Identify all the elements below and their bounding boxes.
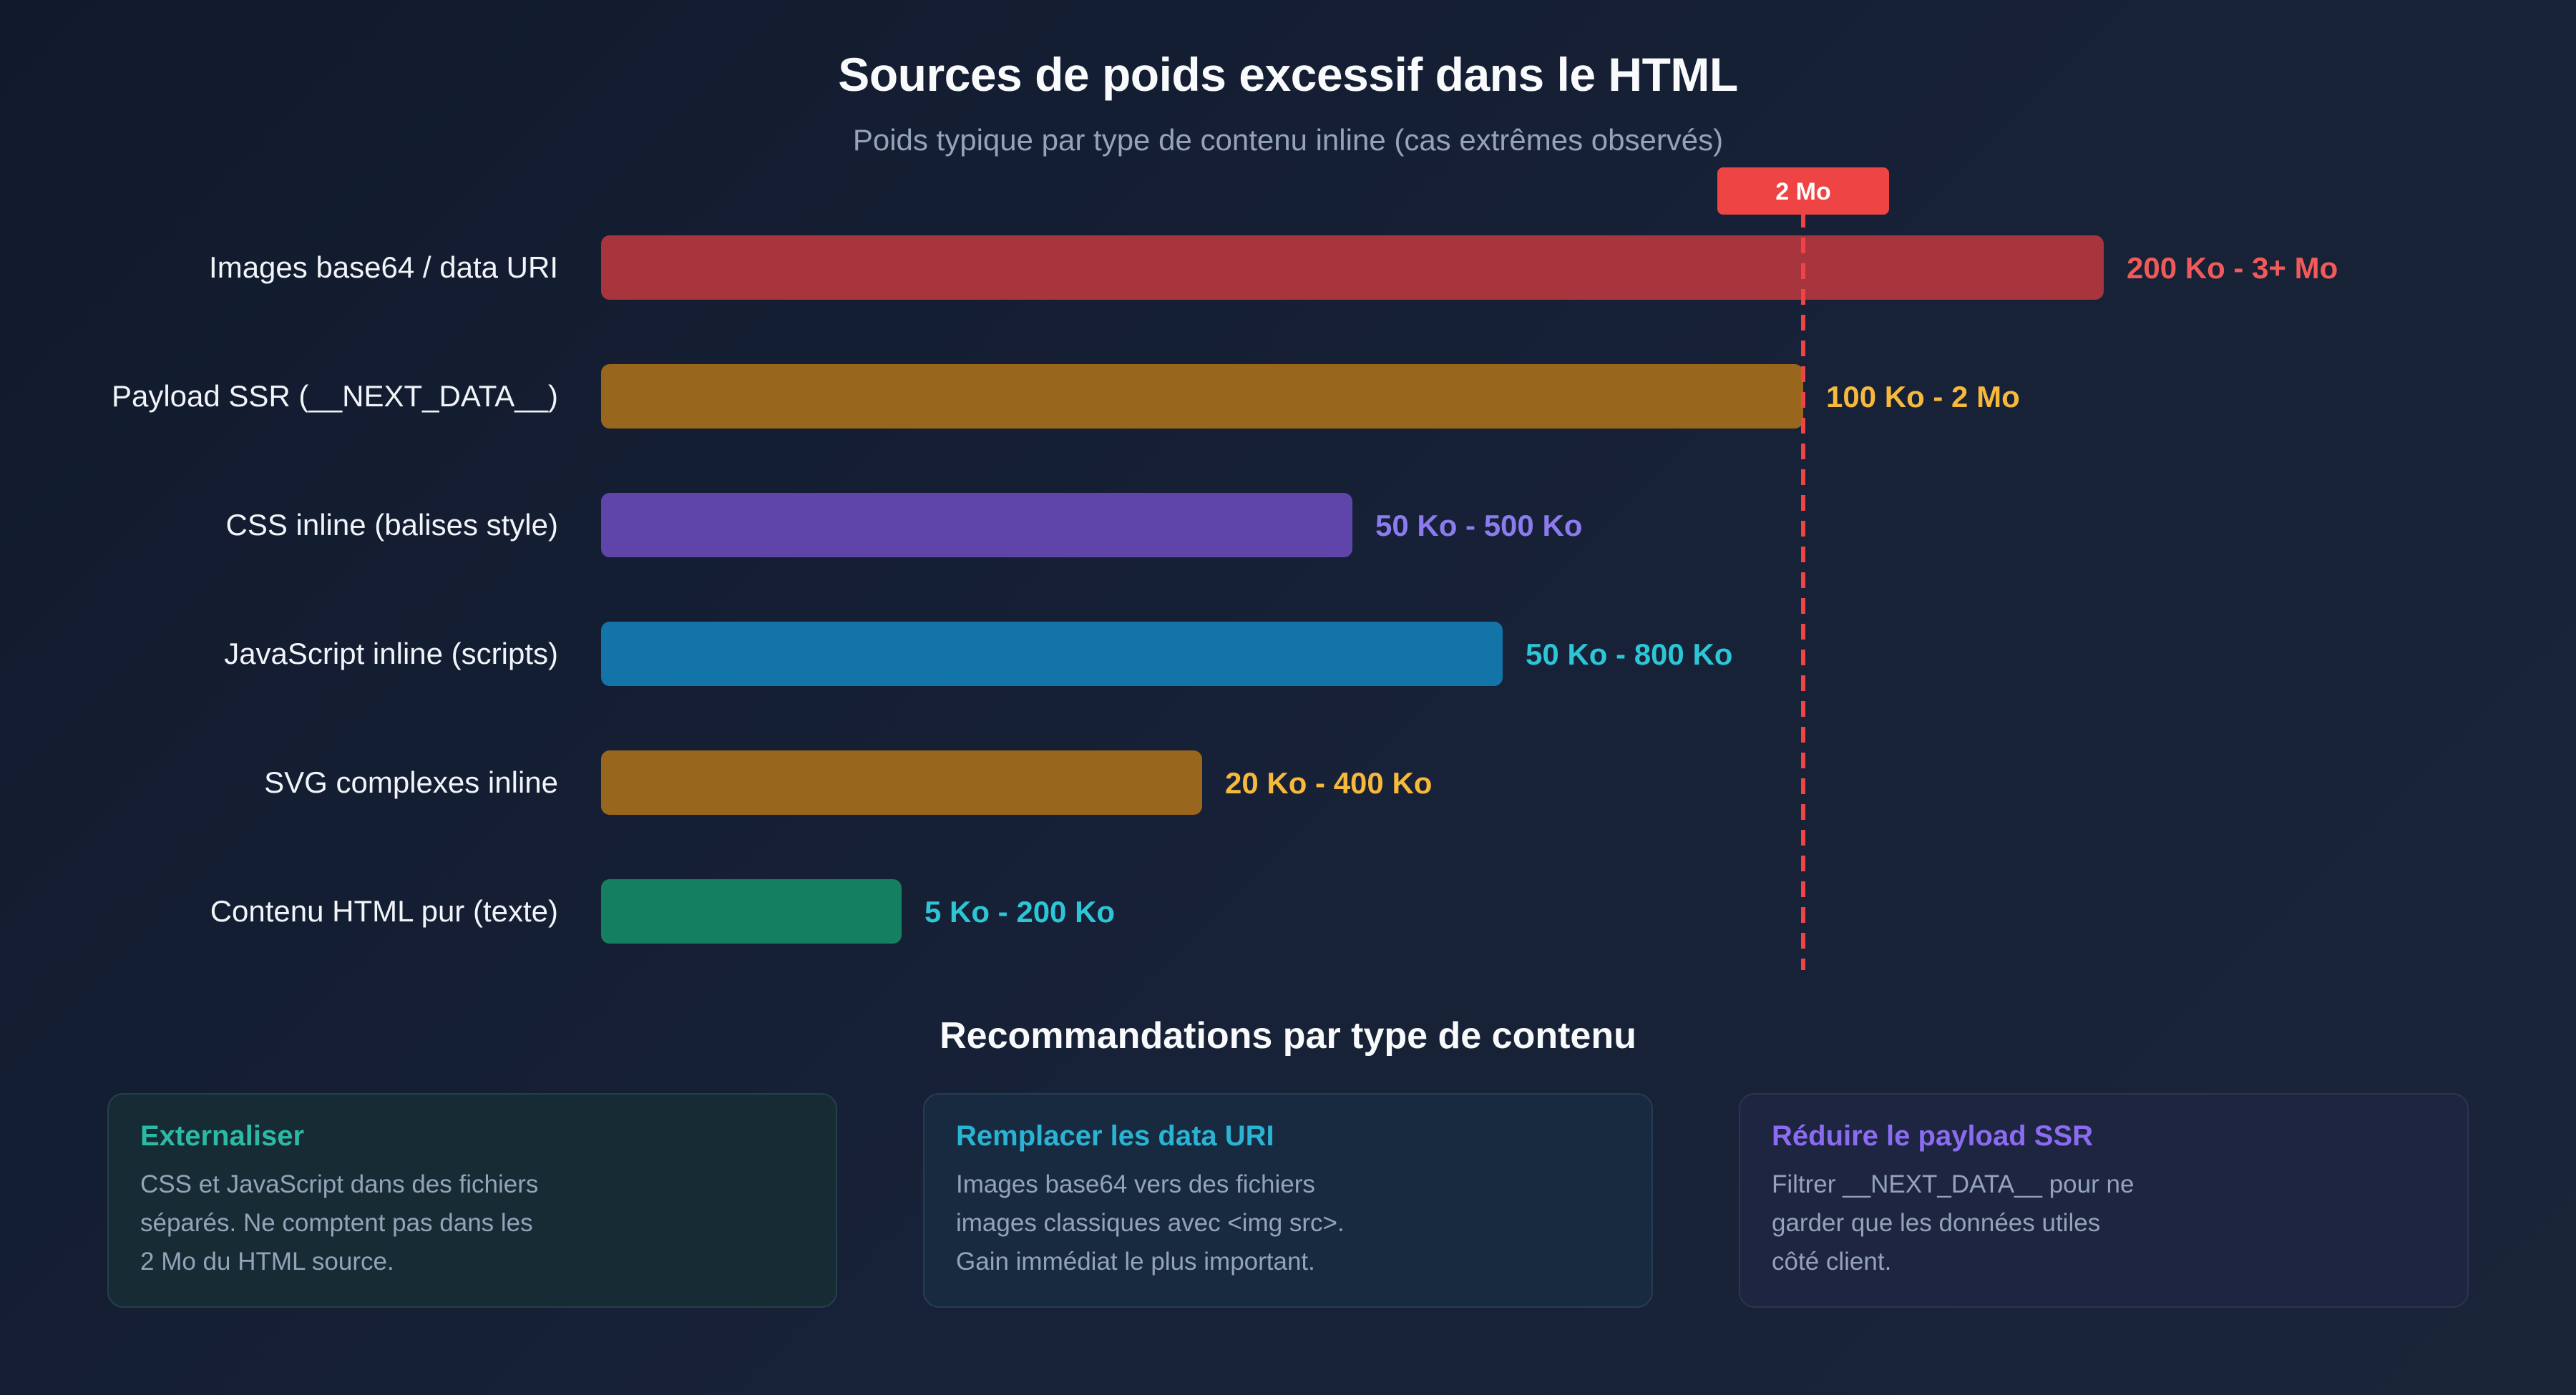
bar <box>601 879 902 944</box>
value-label: 20 Ko - 400 Ko <box>1225 766 1432 800</box>
recommendation-card-ssr-payload: Réduire le payload SSR Filtrer __NEXT_DA… <box>1739 1093 2469 1308</box>
bar <box>601 622 1503 686</box>
card-line: images classiques avec <img src>. <box>956 1209 1345 1237</box>
category-label: Contenu HTML pur (texte) <box>210 894 558 928</box>
bar <box>601 235 2104 300</box>
category-label: Payload SSR (__NEXT_DATA__) <box>112 379 558 413</box>
bar <box>601 493 1352 557</box>
card-line: séparés. Ne comptent pas dans les <box>140 1209 533 1237</box>
recommendations-title: Recommandations par type de contenu <box>940 1015 1636 1057</box>
threshold-label: 2 Mo <box>1775 178 1830 205</box>
value-label: 50 Ko - 800 Ko <box>1526 637 1732 671</box>
card-line: Filtrer __NEXT_DATA__ pour ne <box>1772 1170 2135 1198</box>
card-heading: Réduire le payload SSR <box>1772 1120 2094 1152</box>
card-text: Filtrer __NEXT_DATA__ pour ne garder que… <box>1772 1165 2230 1281</box>
chart-subtitle: Poids typique par type de contenu inline… <box>852 123 1724 157</box>
card-line: 2 Mo du HTML source. <box>140 1248 394 1276</box>
value-label: 5 Ko - 200 Ko <box>924 895 1115 929</box>
category-label: JavaScript inline (scripts) <box>224 637 558 670</box>
recommendation-card-data-uri: Remplacer les data URI Images base64 ver… <box>923 1093 1653 1308</box>
card-line: côté client. <box>1772 1248 1892 1276</box>
category-label: Images base64 / data URI <box>209 250 558 284</box>
card-text: Images base64 vers des fichiers images c… <box>956 1165 1414 1281</box>
bar <box>601 750 1202 815</box>
bar-chart: Images base64 / data URI 200 Ko - 3+ Mo Pa… <box>112 167 2338 970</box>
value-label: 200 Ko - 3+ Mo <box>2127 251 2338 285</box>
value-label: 100 Ko - 2 Mo <box>1826 380 2020 413</box>
recommendation-card-externalize: Externaliser CSS et JavaScript dans des … <box>107 1093 837 1308</box>
card-line: garder que les données utiles <box>1772 1209 2101 1237</box>
category-label: SVG complexes inline <box>264 765 558 799</box>
category-label: CSS inline (balises style) <box>225 508 558 542</box>
chart-title: Sources de poids excessif dans le HTML <box>838 48 1738 101</box>
card-heading: Remplacer les data URI <box>956 1120 1274 1152</box>
card-heading: Externaliser <box>140 1120 305 1152</box>
card-text: CSS et JavaScript dans des fichiers sépa… <box>140 1165 598 1281</box>
value-label: 50 Ko - 500 Ko <box>1375 509 1582 542</box>
card-line: Images base64 vers des fichiers <box>956 1170 1315 1198</box>
threshold-badge <box>1717 167 1889 215</box>
card-line: CSS et JavaScript dans des fichiers <box>140 1170 539 1198</box>
card-line: Gain immédiat le plus important. <box>956 1248 1315 1276</box>
bar <box>601 364 1803 429</box>
